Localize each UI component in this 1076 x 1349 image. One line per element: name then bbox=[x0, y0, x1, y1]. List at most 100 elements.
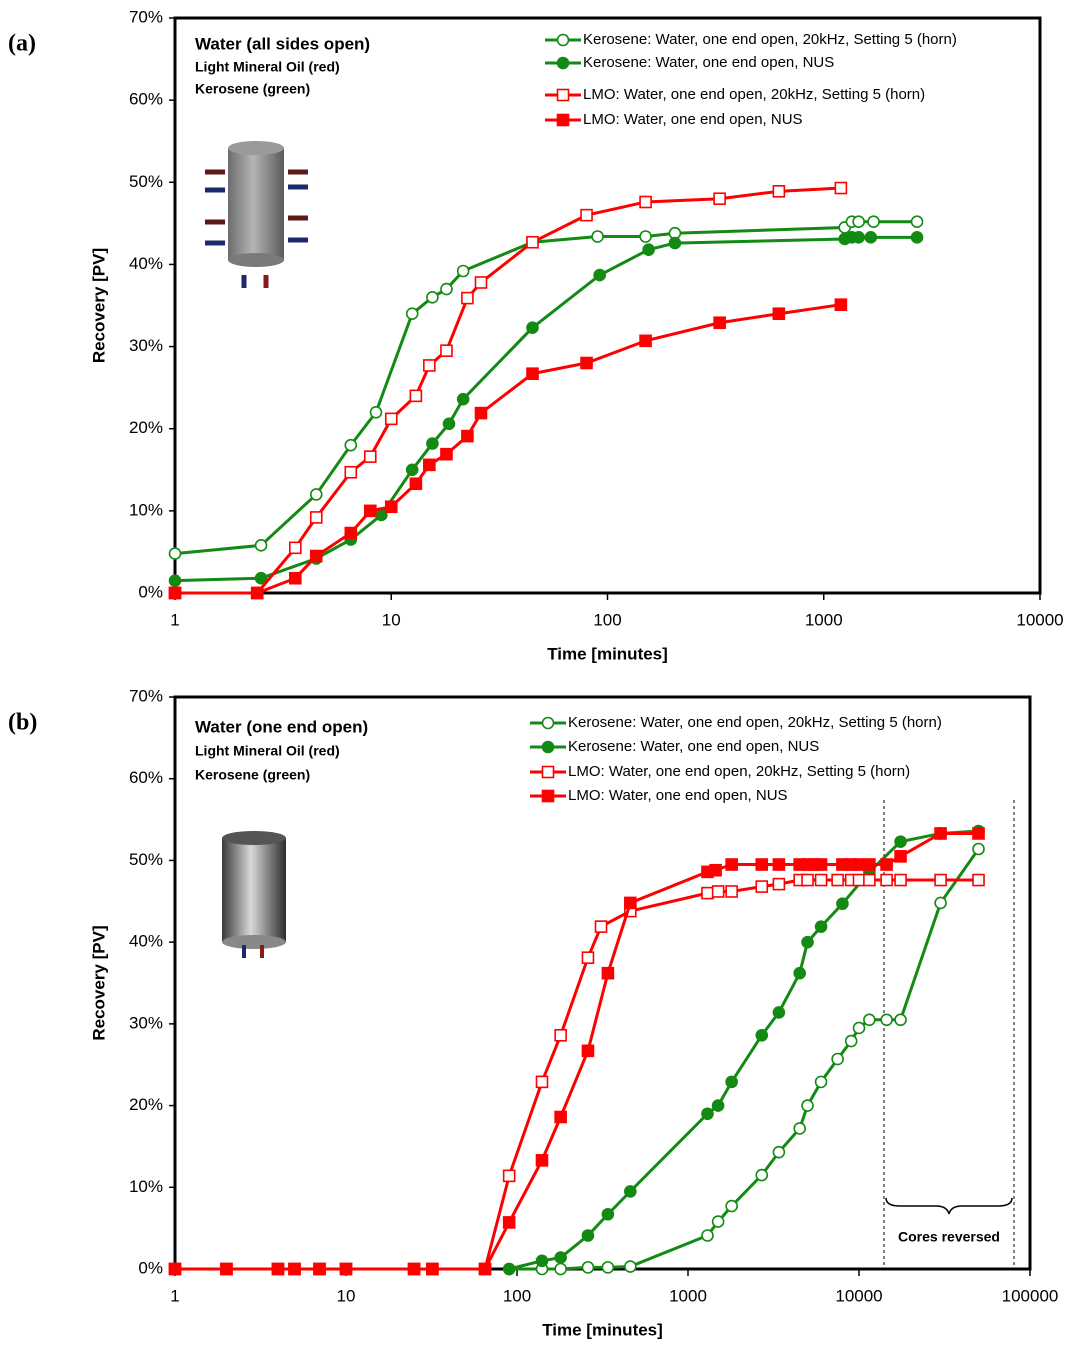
marker bbox=[772, 1145, 786, 1159]
marker bbox=[834, 181, 848, 195]
y-tick-label: 40% bbox=[129, 254, 163, 273]
y-tick-label: 70% bbox=[129, 686, 163, 705]
y-tick-label: 20% bbox=[129, 1095, 163, 1114]
marker bbox=[814, 873, 828, 887]
marker bbox=[894, 873, 907, 887]
marker bbox=[363, 504, 377, 518]
marker bbox=[713, 192, 726, 206]
x-tick-label: 10000 bbox=[835, 1286, 882, 1305]
marker bbox=[725, 885, 738, 898]
y-tick-label: 60% bbox=[129, 768, 163, 787]
marker bbox=[894, 1013, 907, 1027]
marker bbox=[725, 1075, 738, 1089]
marker bbox=[461, 291, 474, 305]
annotation: Light Mineral Oil (red) bbox=[195, 743, 340, 759]
marker bbox=[863, 858, 876, 871]
marker bbox=[440, 344, 453, 357]
marker bbox=[440, 447, 453, 461]
marker bbox=[309, 488, 323, 501]
marker bbox=[423, 458, 436, 472]
marker bbox=[591, 230, 604, 243]
x-tick-label: 10000 bbox=[1016, 610, 1063, 629]
marker bbox=[502, 1169, 516, 1183]
series-line bbox=[175, 303, 842, 595]
marker bbox=[755, 880, 769, 893]
marker bbox=[793, 1122, 806, 1135]
plot-frame bbox=[173, 16, 1042, 595]
marker bbox=[526, 235, 539, 249]
x-axis-title: Time [minutes] bbox=[542, 1320, 663, 1339]
marker bbox=[601, 966, 615, 980]
marker bbox=[836, 897, 849, 911]
marker bbox=[639, 195, 652, 209]
marker bbox=[168, 1262, 182, 1276]
marker bbox=[863, 1013, 876, 1027]
marker bbox=[852, 231, 865, 244]
series-line bbox=[508, 829, 979, 1271]
marker bbox=[867, 215, 880, 229]
marker bbox=[442, 417, 456, 431]
marker bbox=[814, 920, 828, 933]
annotation: Kerosene (green) bbox=[195, 81, 310, 97]
marker bbox=[972, 827, 985, 840]
marker bbox=[344, 465, 358, 479]
marker bbox=[369, 405, 383, 419]
marker bbox=[250, 586, 264, 600]
marker bbox=[580, 356, 593, 370]
marker bbox=[456, 264, 470, 278]
marker bbox=[755, 858, 769, 871]
core-image bbox=[222, 831, 286, 958]
series-line bbox=[174, 220, 918, 556]
core-image bbox=[205, 141, 308, 288]
marker bbox=[910, 215, 924, 229]
legend-label: LMO: Water, one end open, 20kHz, Setting… bbox=[568, 763, 910, 780]
marker bbox=[639, 230, 652, 243]
marker bbox=[801, 873, 814, 887]
marker bbox=[581, 1229, 595, 1242]
marker bbox=[423, 359, 436, 372]
marker bbox=[580, 208, 593, 222]
marker bbox=[624, 1185, 637, 1198]
annotation: Water (all sides open) bbox=[195, 34, 370, 53]
marker bbox=[535, 1154, 549, 1167]
marker bbox=[624, 896, 637, 910]
y-axis-title: Recovery [PV] bbox=[89, 248, 108, 363]
marker bbox=[844, 1034, 858, 1048]
marker bbox=[344, 526, 358, 540]
legend-marker bbox=[541, 716, 555, 730]
series-line bbox=[509, 848, 980, 1271]
y-axis-title: Recovery [PV] bbox=[89, 925, 108, 1040]
plot-frame bbox=[173, 695, 1032, 1271]
marker bbox=[864, 231, 878, 244]
x-tick-label: 1000 bbox=[805, 610, 843, 629]
marker bbox=[526, 367, 539, 380]
marker bbox=[554, 1028, 567, 1042]
marker bbox=[793, 966, 806, 980]
marker bbox=[601, 1261, 615, 1274]
marker bbox=[405, 463, 419, 477]
marker bbox=[831, 1052, 844, 1066]
x-tick-label: 100 bbox=[503, 1286, 531, 1305]
y-tick-label: 20% bbox=[129, 418, 163, 437]
marker bbox=[502, 1216, 516, 1229]
legend-label: LMO: Water, one end open, 20kHz, Setting… bbox=[583, 86, 925, 103]
x-tick-label: 100 bbox=[593, 610, 621, 629]
marker bbox=[701, 1229, 714, 1242]
marker bbox=[426, 1262, 439, 1276]
y-tick-label: 50% bbox=[129, 172, 163, 191]
y-tick-label: 0% bbox=[138, 1258, 163, 1277]
marker bbox=[934, 896, 947, 910]
legend-label: LMO: Water, one end open, NUS bbox=[583, 111, 803, 128]
legend-marker bbox=[541, 765, 555, 779]
marker bbox=[426, 437, 439, 450]
marker bbox=[474, 276, 488, 289]
marker bbox=[593, 268, 606, 282]
marker bbox=[289, 541, 302, 555]
series-line bbox=[174, 235, 918, 583]
marker bbox=[725, 1199, 738, 1213]
marker bbox=[409, 477, 423, 491]
marker bbox=[711, 1099, 725, 1112]
marker bbox=[772, 185, 786, 198]
marker bbox=[880, 1013, 893, 1027]
